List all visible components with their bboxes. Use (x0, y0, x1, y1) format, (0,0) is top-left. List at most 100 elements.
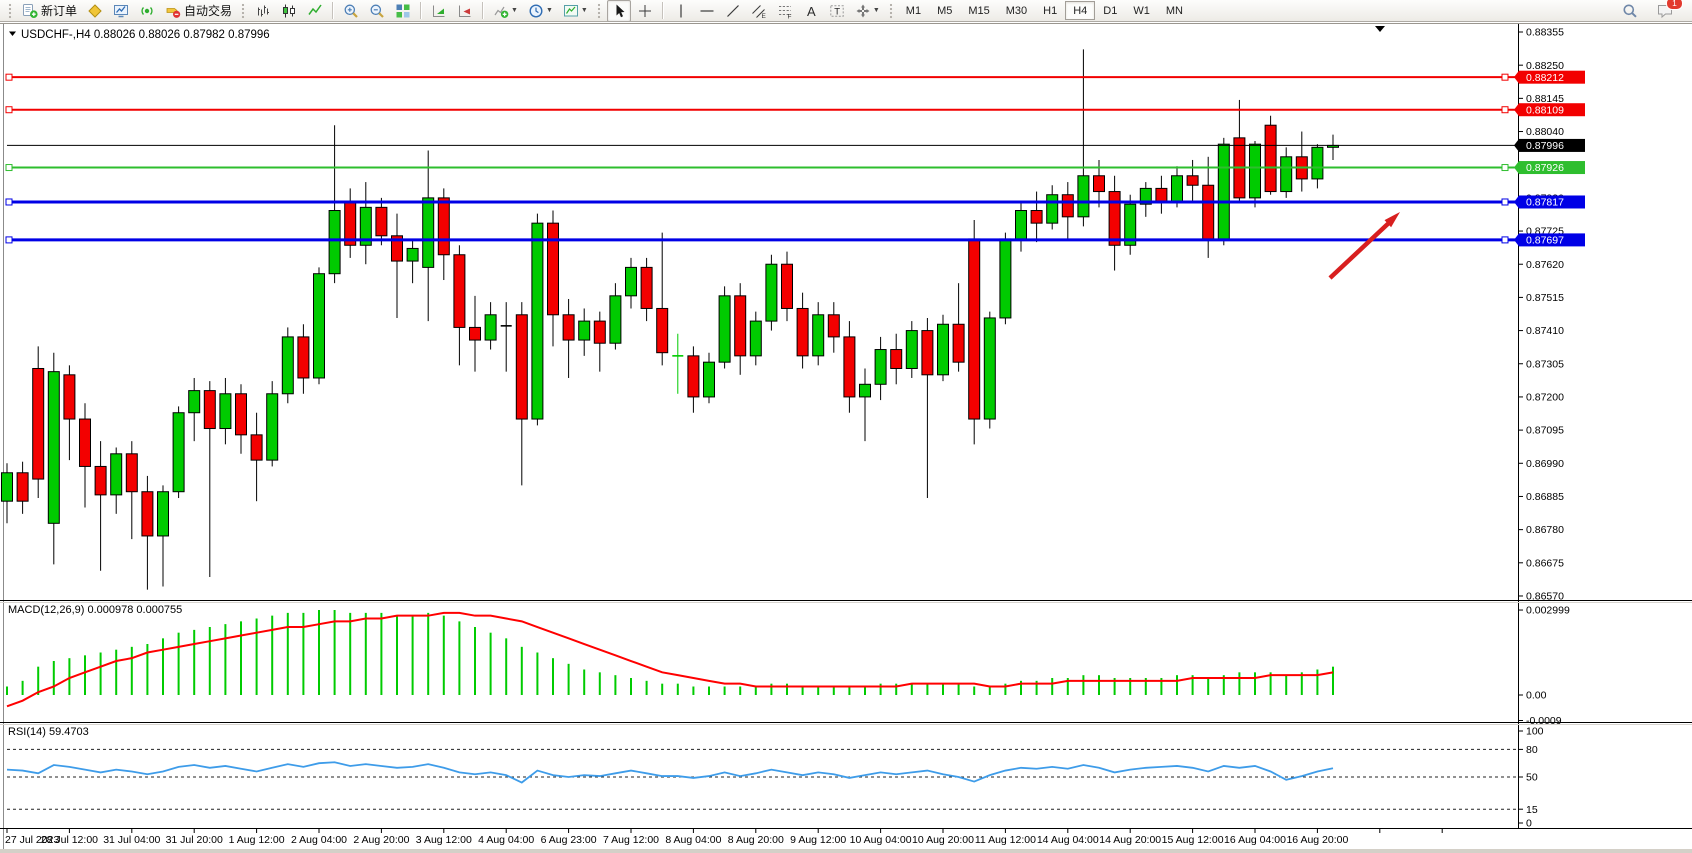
bear-candle-body (687, 355, 700, 398)
trend-arrow[interactable] (1328, 212, 1400, 280)
templates-button[interactable]: ▼ (559, 0, 592, 22)
bear-candle-body (141, 491, 154, 537)
price-tick-label: 0.86885 (1526, 491, 1564, 503)
indicators-list-button[interactable]: ▼ (489, 0, 522, 22)
toolbar-drag-handle[interactable] (8, 2, 13, 19)
draw-trendline-button[interactable] (721, 0, 745, 22)
draw-horizontal-line-button[interactable] (695, 0, 719, 22)
bear-candle-body (203, 390, 216, 430)
bull-candle-body (47, 371, 60, 524)
toolbar-drag-handle[interactable] (888, 2, 894, 19)
chart-shift-button[interactable] (453, 0, 477, 22)
chevron-down-icon[interactable]: ▼ (580, 7, 588, 14)
toolbar-drag-handle[interactable] (596, 2, 602, 19)
timeframe-M5[interactable]: M5 (937, 4, 953, 17)
bear-candle-body (391, 235, 403, 262)
bull-candle-body (359, 206, 372, 246)
collapse-triangle-icon (9, 31, 16, 36)
bull-candle-body (484, 314, 497, 341)
auto-scroll-button[interactable] (427, 0, 451, 22)
rsi-panel[interactable]: RSI(14) 59.4703 100 80 50 15 0 (6, 726, 1544, 830)
time-tick-label: 16 Aug 04:00 (1224, 834, 1286, 846)
price-tick-label: 0.87305 (1526, 358, 1564, 370)
bear-candle-body (547, 222, 559, 316)
time-tick-label: 2 Aug 20:00 (353, 834, 409, 846)
draw-fibonacci-button[interactable]: F (773, 0, 797, 22)
bull-candle-body (219, 393, 232, 430)
time-tick-label: 31 Jul 04:00 (103, 834, 160, 846)
bull-candle-body (874, 349, 887, 385)
macd-panel[interactable]: MACD(12,26,9) 0.000978 0.000755 0.002999 0… (6, 604, 1570, 727)
time-tick-label: 14 Aug 04:00 (1037, 834, 1099, 846)
bar-chart-mode-button[interactable] (251, 0, 275, 22)
draw-text-button[interactable]: A (799, 0, 823, 22)
timeframe-M15[interactable]: M15 (968, 4, 990, 17)
arrows-icon (856, 4, 870, 17)
bear-candle-body (562, 314, 575, 341)
candle-chart-mode-button[interactable] (277, 0, 301, 22)
bear-candle-body (1186, 175, 1199, 186)
bull-candle-body (749, 320, 762, 357)
timeframe-M1[interactable]: M1 (905, 4, 922, 17)
time-tick-label: 9 Aug 12:00 (790, 834, 846, 846)
draw-arrows-button[interactable]: ▼ (851, 0, 884, 22)
window-frame (0, 22, 1692, 853)
indicators-icon (494, 6, 509, 18)
bull-candle-body (1015, 210, 1027, 240)
timeframe-D1[interactable]: D1 (1103, 4, 1118, 17)
price-tick-label: 0.87200 (1526, 392, 1564, 404)
chat-button[interactable]: 1 (1653, 0, 1683, 22)
timeframe-H4[interactable]: H4 (1065, 1, 1096, 20)
chevron-down-icon[interactable]: ▼ (545, 7, 553, 14)
timeframe-MN[interactable]: MN (1165, 4, 1183, 17)
timeframe-W1[interactable]: W1 (1133, 4, 1150, 17)
draw-vertical-line-button[interactable] (669, 0, 693, 22)
search-button[interactable] (1618, 0, 1642, 22)
cursor-icon (616, 4, 625, 17)
line-chart-mode-button[interactable] (303, 0, 327, 22)
new-order-button[interactable]: 新订单 (18, 0, 81, 22)
horizontal-lines[interactable] (5, 73, 1518, 244)
bear-candle-body (952, 323, 965, 363)
label-icon: T (830, 4, 844, 17)
chart-shift-marker[interactable] (1375, 26, 1385, 32)
bars-icon (258, 5, 270, 16)
bear-candle-body (656, 307, 669, 354)
bear-candle-body (94, 465, 107, 496)
draw-channel-button[interactable]: E (747, 0, 771, 22)
tile-windows-button[interactable] (391, 0, 415, 22)
time-tick-label: 27 Jul 2023 (5, 834, 59, 846)
symbol-ohlc-title: USDCHF-,H4 0.88026 0.88026 0.87982 0.879… (21, 29, 270, 41)
periods-button[interactable]: ▼ (524, 0, 557, 22)
time-tick-label: 2 Aug 04:00 (291, 834, 347, 846)
toolbar-drag-handle[interactable] (241, 2, 247, 19)
chevron-down-icon[interactable]: ▼ (872, 7, 880, 14)
zoom-in-button[interactable] (339, 0, 363, 22)
auto-trading-button[interactable]: 自动交易 (161, 0, 236, 22)
crosshair-button[interactable] (633, 0, 657, 22)
chevron-down-icon[interactable]: ▼ (511, 7, 518, 14)
price-tick-label: 0.88250 (1526, 60, 1564, 72)
line-price-label: 0.87697 (1526, 234, 1564, 246)
bull-candle-body (625, 266, 637, 297)
bear-candle-body (1093, 175, 1105, 193)
chart-title: USDCHF-,H4 0.88026 0.88026 0.87982 0.879… (9, 29, 270, 41)
rsi-axis-label: 0 (1526, 818, 1532, 830)
zoom-out-button[interactable] (365, 0, 389, 22)
macd-axis-label: 0.002999 (1526, 605, 1570, 617)
timeframe-H1[interactable]: H1 (1043, 4, 1058, 17)
cursor-button[interactable] (606, 0, 631, 22)
market-watch-button[interactable] (109, 0, 133, 22)
linechart-icon (308, 4, 322, 15)
signals-button[interactable] (135, 0, 159, 22)
line-handle (1501, 164, 1509, 172)
toolbar-separator (420, 2, 423, 19)
chart-profile-button[interactable] (83, 0, 107, 22)
tile-icon (396, 4, 410, 17)
line-handle (1501, 198, 1509, 206)
timeframe-M30[interactable]: M30 (1005, 4, 1028, 17)
zoomout-icon (370, 4, 384, 18)
draw-text-label-button[interactable]: T (825, 0, 849, 22)
